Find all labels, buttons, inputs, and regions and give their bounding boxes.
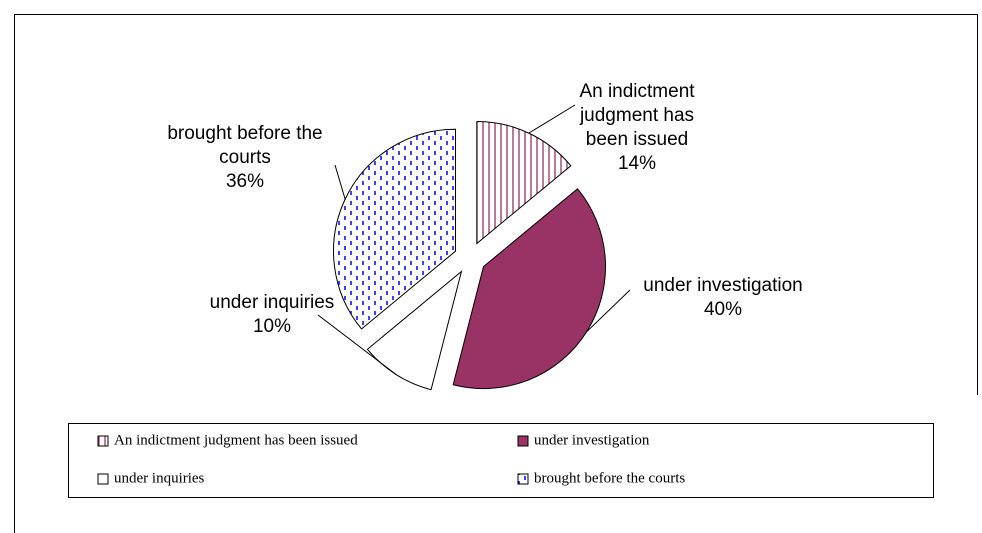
legend-label: An indictment judgment has been issued — [114, 432, 358, 448]
pie-slice — [333, 128, 457, 330]
leader-line — [334, 164, 346, 200]
data-label-name: under inquiries — [209, 292, 335, 313]
data-label-value: 36% — [225, 171, 265, 192]
data-label: under inquiries 10% — [187, 291, 357, 339]
legend-label: under inquiries — [114, 470, 205, 486]
leader-line — [528, 104, 576, 134]
data-label: brought before the courts 36% — [160, 122, 330, 194]
legend-label: brought before the courts — [534, 470, 685, 486]
pie-slice — [476, 121, 572, 245]
data-label: under investigation 40% — [638, 274, 808, 322]
data-label-value: 14% — [617, 153, 657, 174]
data-label-value: 10% — [252, 316, 292, 337]
pie-slice — [452, 188, 606, 390]
data-label-name: under investigation — [643, 275, 803, 296]
leader-line — [317, 314, 397, 375]
chart-border — [14, 14, 978, 533]
legend-swatch — [97, 473, 109, 485]
legend-label: under investigation — [534, 432, 650, 448]
legend-swatch — [517, 473, 529, 485]
data-label-value: 40% — [703, 299, 743, 320]
data-label-name: An indictment judgment has been issued — [579, 81, 695, 150]
legend-swatch — [517, 435, 529, 447]
legend-box — [68, 423, 934, 498]
leader-line — [586, 289, 631, 333]
legend-swatch — [97, 435, 109, 447]
data-label: An indictment judgment has been issued 14… — [562, 80, 712, 176]
data-label-name: brought before the courts — [167, 123, 323, 168]
